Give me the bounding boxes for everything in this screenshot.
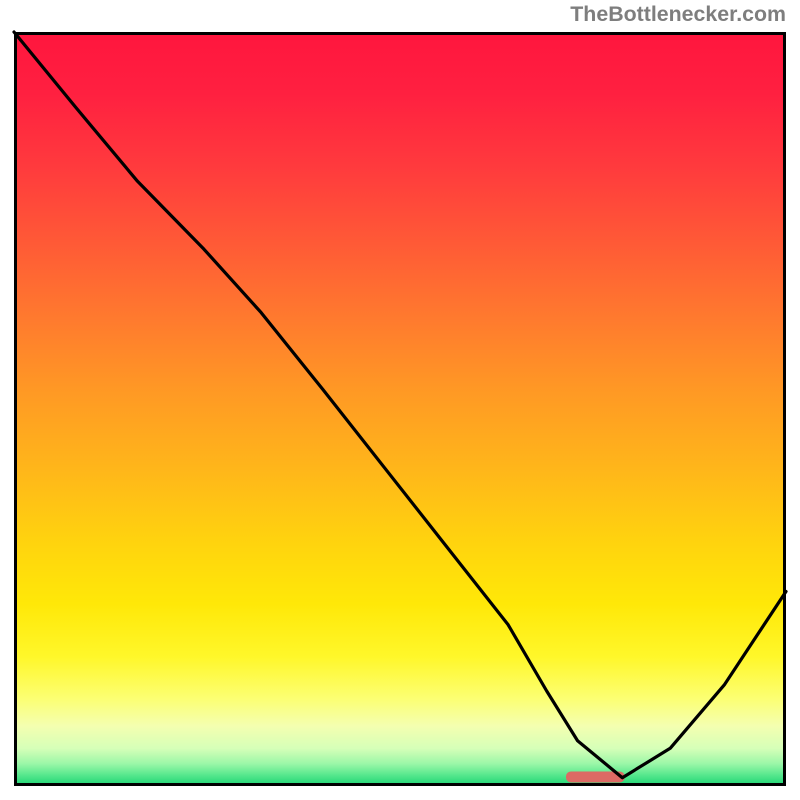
- chart-stage: TheBottlenecker.com: [0, 0, 800, 800]
- chart-svg: [0, 0, 800, 800]
- watermark-label: TheBottlenecker.com: [570, 2, 786, 27]
- gradient-background: [16, 34, 785, 785]
